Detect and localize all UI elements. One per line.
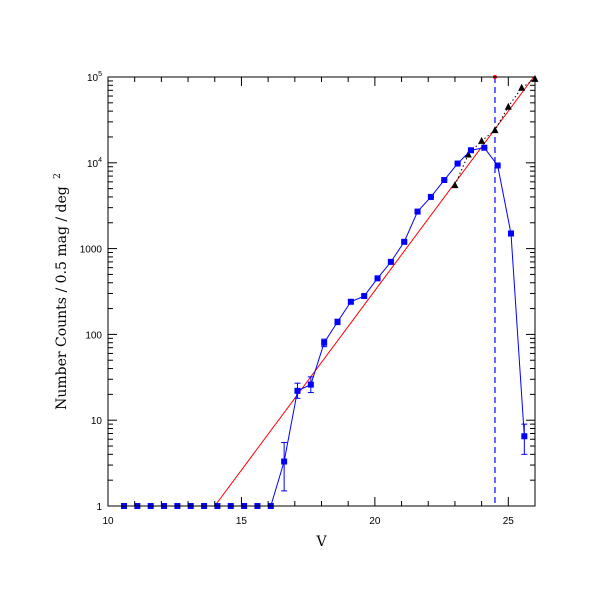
blue-square-point (307, 381, 314, 388)
blue-square-point (387, 258, 394, 265)
y-tick-label-base: 10 (87, 159, 99, 170)
blue-square-point (347, 298, 354, 305)
y-tick-label: 10 (91, 416, 103, 427)
y-tick-label-base: 10 (87, 73, 99, 84)
blue-square-point (507, 230, 514, 237)
y-tick-label-base: 1000 (80, 245, 103, 256)
y-axis-label-text: Number Counts / 0.5 mag / deg (54, 186, 70, 410)
blue-square-point (294, 387, 301, 394)
blue-square-point (454, 160, 461, 167)
triangle-point (451, 181, 459, 189)
blue-square-point (401, 238, 408, 245)
blue-square-point (361, 293, 368, 300)
y-tick-label: 104 (87, 157, 102, 170)
blue-square-point (281, 458, 288, 465)
y-tick-label-exponent: 5 (98, 71, 102, 78)
x-tick-label: 10 (102, 516, 114, 527)
y-tick-label: 105 (87, 71, 102, 84)
x-axis-label: V (315, 534, 327, 550)
y-tick-label-base: 100 (85, 330, 102, 341)
blue-square-point (414, 208, 421, 215)
y-tick-label-base: 1 (96, 502, 102, 513)
blue-square-point (321, 339, 328, 346)
blue-square-point (374, 275, 381, 282)
y-tick-label-base: 10 (91, 416, 103, 427)
axis-ticks (107, 76, 536, 507)
blue-square-point (494, 162, 501, 169)
blue-square-point (467, 147, 474, 154)
blue-square-point (334, 318, 341, 325)
y-tick-label: 1 (96, 502, 102, 513)
x-tick-label: 15 (236, 516, 248, 527)
blue-square-point (521, 433, 528, 440)
x-tick-label: 20 (369, 516, 381, 527)
x-tick-label: 25 (503, 516, 515, 527)
triangle-point (464, 150, 472, 158)
y-tick-label: 1000 (80, 245, 103, 256)
triangle-point (491, 126, 499, 134)
triangle-point (478, 136, 486, 144)
triangle-point (504, 102, 512, 110)
blue-square-point (427, 193, 434, 200)
y-axis-label: Number Counts / 0.5 mag / deg 2 (53, 173, 70, 410)
blue-square-point (481, 144, 488, 151)
y-tick-label-exponent: 4 (98, 157, 102, 164)
y-axis-label-superscript: 2 (53, 173, 63, 179)
triangle-point (518, 83, 526, 91)
blue-square-point (441, 177, 448, 184)
y-tick-label: 100 (85, 330, 102, 341)
